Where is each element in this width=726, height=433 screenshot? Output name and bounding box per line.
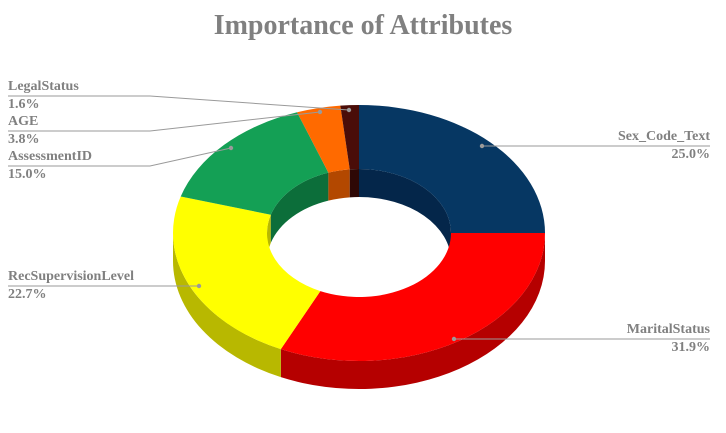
- outer-wall-maritalstatus: [280, 233, 545, 390]
- data-value-recsupervisionlevel: 22.7%: [8, 287, 47, 302]
- slice-assessmentid: [180, 112, 329, 215]
- slice-recsupervisionlevel: [173, 196, 321, 350]
- data-value-maritalstatus: 31.9%: [672, 340, 711, 355]
- inner-wall-age: [328, 169, 350, 201]
- inner-wall-legalstatus: [349, 169, 359, 198]
- data-label-legalstatus: LegalStatus: [8, 79, 79, 94]
- data-label-sex-code-text: Sex_Code_Text: [618, 129, 710, 144]
- leader-line-legalstatus: [8, 95, 350, 111]
- inner-wall-assessmentid: [270, 172, 329, 243]
- data-value-age: 3.8%: [8, 132, 40, 147]
- leader-dot-sex-code-text: [479, 143, 485, 149]
- leader-dot-maritalstatus: [451, 336, 457, 342]
- data-label-age: AGE: [8, 114, 38, 129]
- data-label-recsupervisionlevel: RecSupervisionLevel: [8, 269, 134, 284]
- data-value-assessmentid: 15.0%: [8, 167, 47, 182]
- leader-dot-assessmentid: [228, 145, 234, 151]
- slice-legalstatus: [340, 105, 359, 170]
- data-label-assessmentid: AssessmentID: [8, 149, 92, 164]
- inner-wall-sex-code-text: [359, 169, 451, 261]
- outer-wall-recsupervisionlevel: [173, 233, 281, 378]
- leader-line-assessmentid: [8, 147, 232, 167]
- data-value-sex-code-text: 25.0%: [672, 147, 711, 162]
- chart-title: Importance of Attributes: [213, 10, 513, 41]
- leader-dot-legalstatus: [346, 107, 352, 113]
- slice-maritalstatus: [280, 233, 545, 362]
- slice-age: [297, 105, 350, 173]
- slice-sex-code-text: [359, 105, 545, 233]
- data-value-legalstatus: 1.6%: [8, 97, 40, 112]
- data-label-maritalstatus: MaritalStatus: [627, 322, 711, 337]
- leader-dot-age: [317, 109, 323, 115]
- leader-line-age: [8, 111, 321, 132]
- leader-dot-recsupervisionlevel: [196, 283, 202, 289]
